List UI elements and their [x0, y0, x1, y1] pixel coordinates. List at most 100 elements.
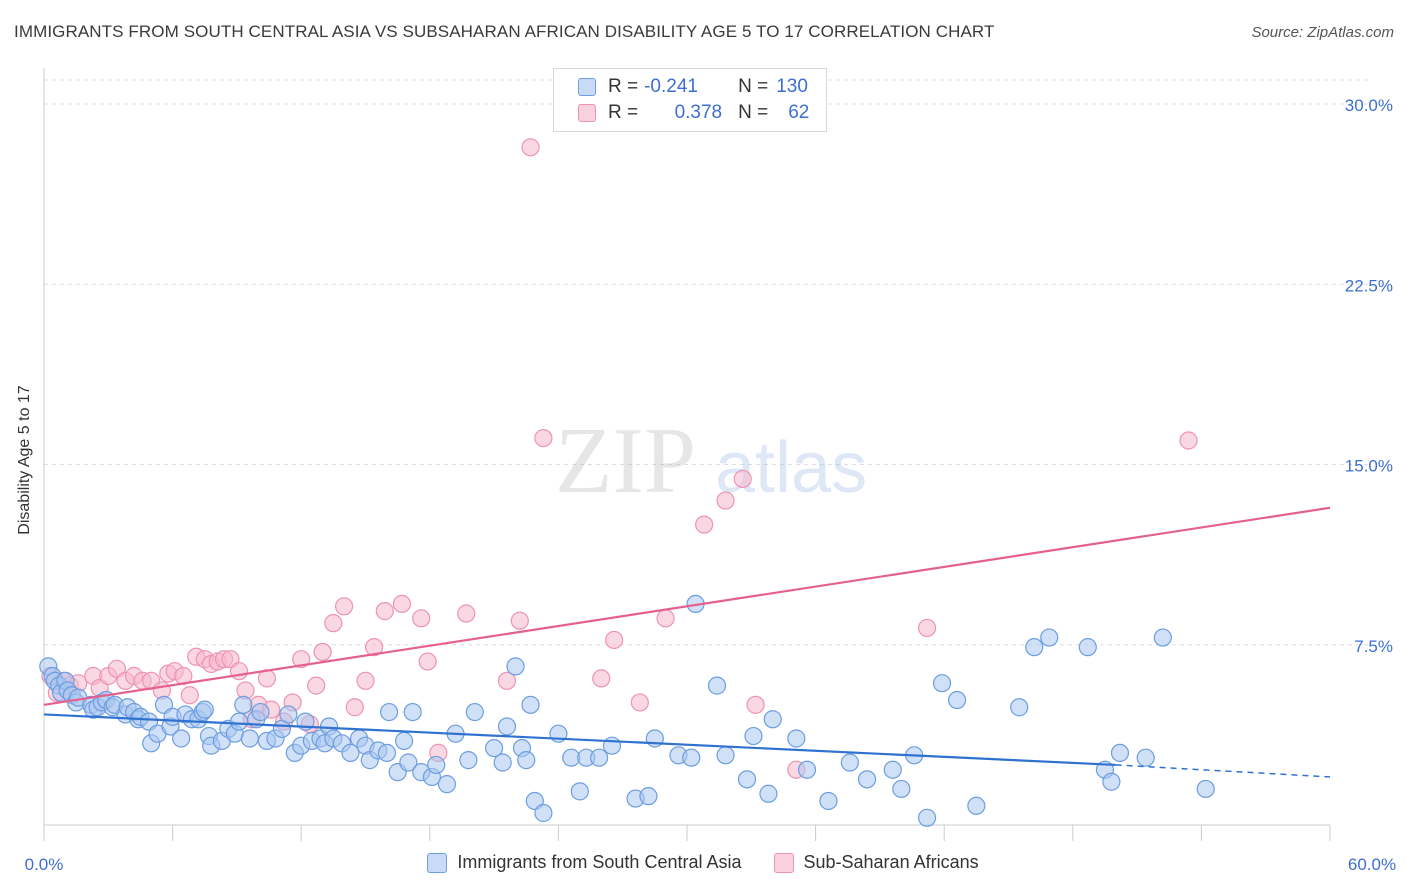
blue-point: [570, 782, 589, 801]
blue-point: [341, 743, 360, 763]
blue-n-value: 130: [776, 76, 808, 97]
blue-point: [534, 803, 553, 823]
stats-row-blue: R = -0.241 N = 130: [578, 75, 808, 99]
pink-point: [497, 671, 517, 690]
blue-point: [521, 695, 540, 714]
pink-point: [917, 618, 937, 638]
pink-point: [412, 609, 431, 628]
pink-point: [180, 686, 199, 705]
blue-point: [1110, 743, 1130, 763]
pink-legend-swatch: [773, 852, 794, 873]
pink-point: [592, 669, 611, 688]
pink-point: [716, 491, 735, 510]
blue-point: [682, 748, 701, 767]
pink-r-value: 0.378: [674, 102, 723, 123]
blue-point: [737, 770, 757, 789]
pink-point: [334, 597, 354, 616]
blue-point: [819, 791, 838, 811]
pink-point: [229, 662, 249, 681]
pink-point: [457, 604, 476, 623]
pink-point: [656, 609, 675, 628]
pink-point: [534, 428, 553, 448]
axes: [43, 68, 1331, 841]
watermark-atlas: atlas: [715, 428, 867, 508]
pink-series-points: [41, 138, 1198, 779]
blue-point: [716, 746, 735, 765]
blue-point: [1010, 698, 1029, 717]
blue-point: [759, 784, 778, 803]
y-tick-label: 7.5%: [1354, 637, 1393, 656]
pink-point: [605, 630, 624, 650]
pink-point: [375, 602, 394, 621]
y-axis-label: Disability Age 5 to 17: [16, 385, 33, 535]
pink-point: [1179, 431, 1198, 450]
blue-point: [377, 743, 397, 763]
series-legend: Immigrants from South Central Asia Sub-S…: [0, 852, 1406, 873]
pink-point: [695, 515, 714, 534]
blue-point: [1102, 772, 1121, 791]
blue-point: [1153, 628, 1172, 647]
r-label: R =: [608, 76, 639, 97]
pink-point: [510, 611, 529, 630]
blue-point: [639, 787, 658, 806]
blue-point: [947, 690, 967, 710]
y-tick-label: 15.0%: [1345, 457, 1393, 476]
blue-point: [279, 705, 298, 724]
blue-point: [379, 702, 399, 722]
pink-point: [746, 695, 765, 714]
blue-point: [892, 779, 911, 799]
pink-point: [418, 652, 437, 671]
blue-point: [602, 736, 622, 755]
pink-swatch: [578, 104, 596, 122]
blue-point: [493, 753, 512, 772]
y-tick-label: 22.5%: [1345, 276, 1393, 295]
n-label: N =: [738, 102, 769, 123]
r-label: R =: [608, 102, 639, 123]
pink-trend-line: [43, 506, 1331, 706]
blue-point: [787, 729, 806, 748]
legend-item-pink[interactable]: Sub-Saharan Africans: [773, 852, 979, 873]
pink-point: [356, 671, 375, 690]
blue-point: [240, 729, 259, 748]
blue-point: [797, 760, 817, 779]
blue-point: [590, 748, 609, 767]
blue-point: [403, 702, 422, 722]
blue-point: [840, 753, 859, 772]
blue-point: [857, 770, 877, 789]
x-tick-label: 60.0%: [1348, 855, 1396, 874]
blue-point: [744, 726, 763, 746]
pink-point: [292, 650, 311, 669]
blue-series-points: [39, 594, 1215, 827]
pink-point: [392, 594, 412, 614]
blue-point: [1025, 638, 1044, 657]
blue-point: [932, 674, 952, 693]
blue-point: [506, 657, 525, 676]
stats-legend: R = -0.241 N = 130 R = 0.378 N = 62: [553, 68, 827, 132]
pink-point: [733, 469, 752, 489]
trend-lines: [43, 506, 1331, 778]
legend-item-blue[interactable]: Immigrants from South Central Asia: [427, 852, 742, 873]
tick-labels: 7.5% 15.0% 22.5% 30.0% 0.0% 60.0%: [25, 96, 1396, 874]
blue-point: [1040, 628, 1059, 647]
grid-lines: [44, 79, 1370, 646]
blue-point: [485, 738, 504, 758]
pink-point: [630, 693, 649, 712]
blue-point: [763, 710, 782, 729]
blue-point: [1078, 638, 1097, 657]
blue-point: [497, 717, 517, 736]
pink-point: [521, 138, 540, 157]
blue-point: [251, 702, 270, 722]
blue-point: [195, 700, 214, 719]
chart-title: IMMIGRANTS FROM SOUTH CENTRAL ASIA VS SU…: [14, 22, 995, 41]
y-tick-label: 30.0%: [1345, 96, 1393, 115]
blue-point: [1196, 779, 1215, 799]
pink-point: [307, 676, 326, 695]
blue-legend-swatch: [427, 852, 448, 873]
blue-swatch: [578, 78, 596, 96]
pink-n-value: 62: [788, 102, 810, 123]
blue-point: [172, 729, 191, 748]
watermark-zip: ZIP: [555, 409, 696, 513]
pink-point: [364, 638, 384, 657]
blue-point: [437, 775, 457, 794]
